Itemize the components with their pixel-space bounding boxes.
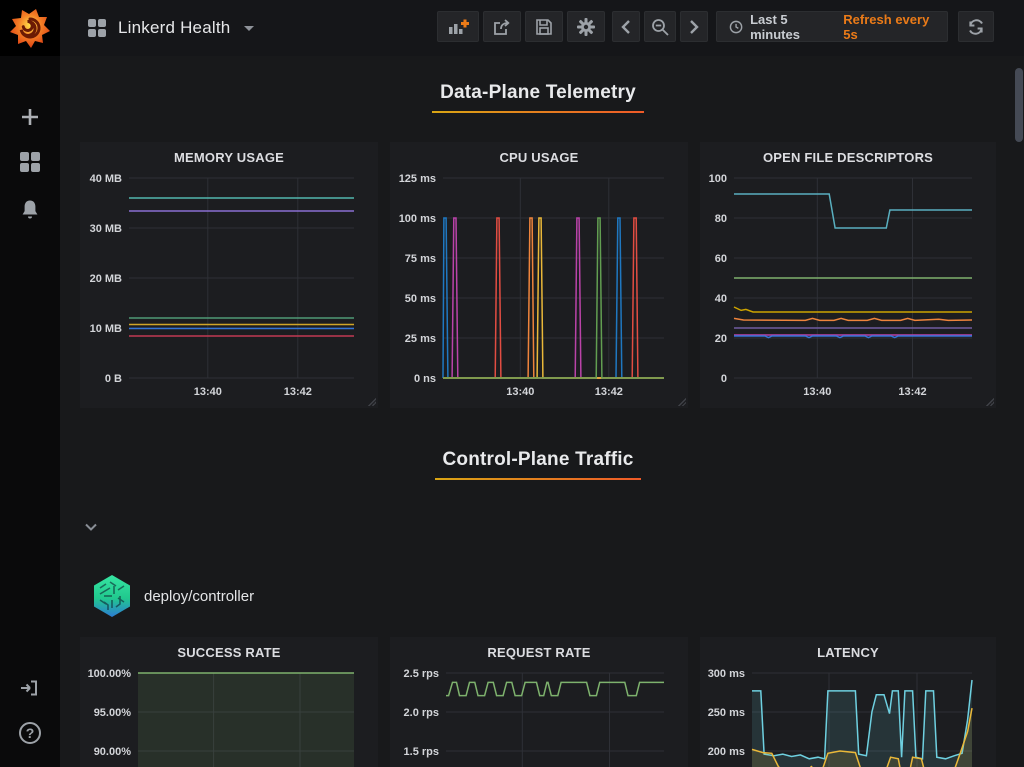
svg-text:13:42: 13:42 [284,386,312,398]
add-panel-icon [449,19,469,34]
chevron-right-icon [690,19,699,34]
panel-memory-usage: 13:40 13:42 40 MB 30 MB 20 MB 10 MB 0 B MEMORY… [80,142,378,408]
dashboard-picker-icon[interactable] [88,19,106,37]
svg-text:200 ms: 200 ms [708,746,745,758]
panel-resize-handle[interactable] [367,397,376,406]
controller-row-label: deploy/controller [144,587,255,605]
sign-in-icon[interactable] [0,670,60,706]
panel-latency: 300 ms 250 ms 200 ms LATENCY [700,637,996,767]
svg-text:2.5 rps: 2.5 rps [404,668,439,680]
svg-text:0 ns: 0 ns [414,373,436,385]
svg-text:40: 40 [715,293,727,305]
time-range-label: Last 5 minutes [750,11,800,42]
latency-chart[interactable]: 300 ms 250 ms 200 ms [700,637,996,767]
section-title: Control-Plane Traffic [442,449,634,470]
dashboard-title[interactable]: Linkerd Health [118,18,231,37]
add-panel-button[interactable] [437,11,479,42]
panel-success-rate: 100.00% 95.00% 90.00% SUCCESS RATE [80,637,378,767]
time-forward-button[interactable] [680,11,708,42]
settings-button[interactable] [567,11,605,42]
grafana-logo-icon [10,9,50,48]
svg-text:50 ms: 50 ms [405,293,436,305]
svg-text:1.5 rps: 1.5 rps [404,746,439,758]
svg-text:0: 0 [721,373,727,385]
svg-text:13:40: 13:40 [803,386,831,398]
panel-resize-handle[interactable] [985,397,994,406]
alerts-bell-icon[interactable] [0,192,60,228]
panel-title[interactable]: REQUEST RATE [487,645,591,660]
svg-text:125 ms: 125 ms [399,173,436,185]
svg-text:100: 100 [709,173,727,185]
zoom-out-button[interactable] [644,11,676,42]
svg-text:100 ms: 100 ms [399,213,436,225]
gear-icon [577,17,595,36]
linkerd-logo-icon [94,575,130,617]
panel-request-rate: 2.5 rps 2.0 rps 1.5 rps REQUEST RATE [390,637,688,767]
scrollbar-thumb[interactable] [1015,68,1023,142]
top-navbar: Linkerd Health [60,0,1024,56]
section-data-plane: Data-Plane Telemetry [328,82,748,113]
success-rate-chart[interactable]: 100.00% 95.00% 90.00% [80,637,378,767]
panel-title[interactable]: MEMORY USAGE [173,150,285,165]
zoom-out-icon [652,18,669,36]
grafana-logo[interactable] [0,0,60,56]
panel-open-file-descriptors: 13:40 13:42 100 80 60 40 20 0 OPEN FILE DESCRIP… [700,142,996,408]
refresh-interval-label: Refresh every 5s [843,11,930,42]
svg-text:95.00%: 95.00% [94,707,132,719]
time-back-button[interactable] [612,11,640,42]
section-control-plane: Control-Plane Traffic [328,449,748,480]
section-title: Data-Plane Telemetry [440,82,636,103]
refresh-icon [969,18,983,35]
chevron-left-icon [621,19,630,34]
svg-text:80: 80 [715,213,727,225]
help-glyph: ? [19,722,41,744]
chevron-down-icon[interactable] [244,25,255,31]
panel-title[interactable]: CPU USAGE [499,150,579,165]
svg-text:2.0 rps: 2.0 rps [404,707,439,719]
row-collapse-chevron-icon[interactable] [84,519,98,537]
svg-text:90.00%: 90.00% [94,746,132,758]
cpu-usage-chart[interactable]: 13:40 13:42 125 ms 100 ms 75 ms 50 ms 25 ms 0 n… [390,142,688,408]
svg-text:20: 20 [715,333,727,345]
panel-cpu-usage: 13:40 13:42 125 ms 100 ms 75 ms 50 ms 25 ms 0 n… [390,142,688,408]
svg-text:60: 60 [715,253,727,265]
refresh-button[interactable] [958,11,994,42]
open-file-descriptors-chart[interactable]: 13:40 13:42 100 80 60 40 20 0 [700,142,996,408]
panel-title[interactable]: LATENCY [817,645,879,660]
panel-title[interactable]: SUCCESS RATE [177,645,281,660]
memory-usage-chart[interactable]: 13:40 13:42 40 MB 30 MB 20 MB 10 MB 0 B [80,142,378,408]
dashboards-icon[interactable] [0,144,60,180]
svg-text:25 ms: 25 ms [405,333,436,345]
svg-text:0 B: 0 B [105,373,122,385]
save-icon [536,18,552,35]
svg-text:20 MB: 20 MB [90,273,122,285]
section-underline [435,478,641,480]
svg-text:250 ms: 250 ms [708,707,745,719]
svg-text:40 MB: 40 MB [90,173,122,185]
sidebar: ? [0,0,60,767]
panel-title[interactable]: OPEN FILE DESCRIPTORS [762,150,934,165]
svg-text:13:42: 13:42 [595,386,623,398]
save-button[interactable] [525,11,563,42]
help-icon[interactable]: ? [0,715,60,751]
dashboards-grid-glyph [20,152,40,172]
share-icon [494,18,510,35]
svg-text:300 ms: 300 ms [708,668,745,680]
svg-text:75 ms: 75 ms [405,253,436,265]
svg-text:100.00%: 100.00% [88,668,132,680]
section-underline [432,111,644,113]
clock-icon [729,20,743,33]
svg-text:13:40: 13:40 [506,386,534,398]
controller-row-header: deploy/controller [92,574,254,618]
time-range-picker[interactable]: Last 5 minutes Refresh every 5s [716,11,948,42]
svg-text:13:40: 13:40 [194,386,222,398]
svg-text:10 MB: 10 MB [90,323,122,335]
panel-resize-handle[interactable] [677,397,686,406]
request-rate-chart[interactable]: 2.5 rps 2.0 rps 1.5 rps [390,637,688,767]
svg-text:30 MB: 30 MB [90,223,122,235]
share-button[interactable] [483,11,521,42]
add-icon[interactable] [0,99,60,135]
svg-text:13:42: 13:42 [898,386,926,398]
